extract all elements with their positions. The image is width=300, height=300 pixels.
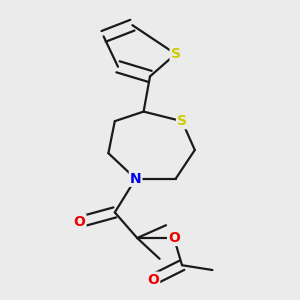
Text: N: N [130,172,141,186]
Text: O: O [74,215,85,229]
Text: O: O [168,231,180,245]
Text: O: O [147,273,159,286]
Text: S: S [177,114,187,128]
Text: S: S [171,47,181,61]
